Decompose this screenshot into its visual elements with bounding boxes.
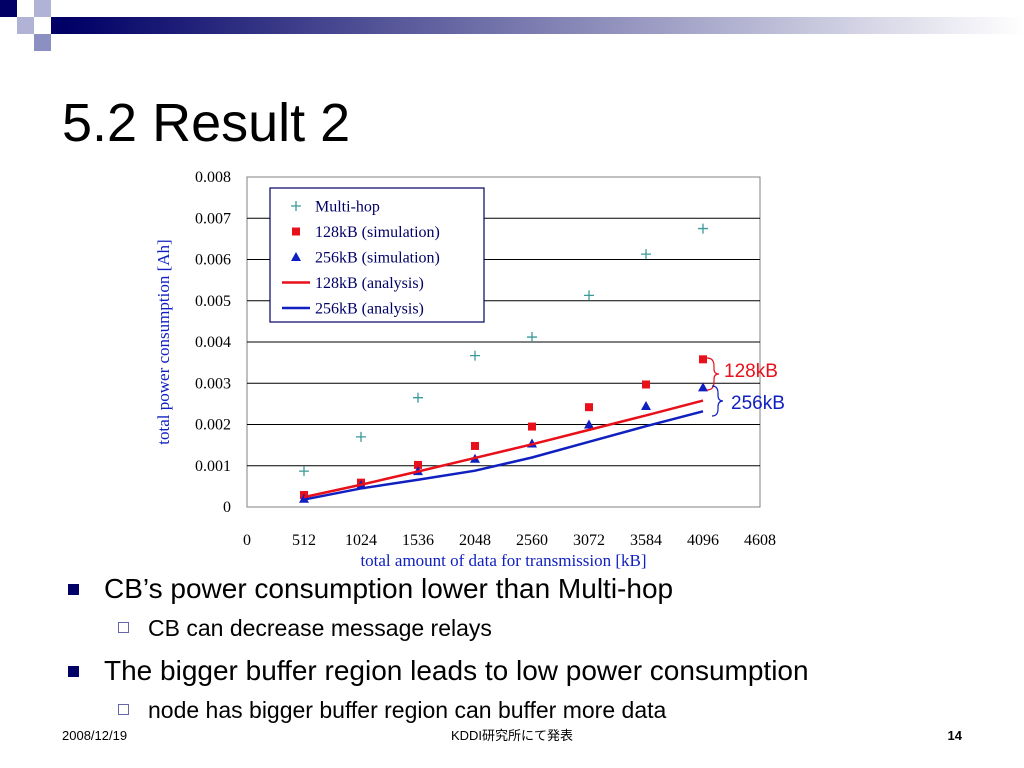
hollow-square-bullet-icon xyxy=(118,622,129,633)
data-point xyxy=(698,382,708,392)
footer-date: 2008/12/19 xyxy=(62,728,128,743)
data-point xyxy=(299,466,309,477)
x-tick-label: 2560 xyxy=(516,532,548,549)
data-point xyxy=(584,290,594,301)
data-point xyxy=(471,441,479,450)
x-tick-label: 4096 xyxy=(687,532,719,549)
slide-title: 5.2 Result 2 xyxy=(62,93,351,153)
data-point xyxy=(413,392,423,403)
x-tick-label: 1024 xyxy=(345,532,377,549)
corner-decoration xyxy=(0,0,1024,51)
x-tick-label: 1536 xyxy=(402,532,434,549)
series-line xyxy=(303,410,704,501)
power-consumption-chart: 0 0.001 0.002 0.003 0.004 0.005 0.006 0.007 0.00… xyxy=(154,169,785,570)
bullet-list: CB’s power consumption lower than Multi-… xyxy=(66,570,1006,734)
sub-bullet-text: node has bigger buffer region can buffer… xyxy=(148,697,667,723)
data-point xyxy=(470,350,480,361)
data-point xyxy=(414,460,422,469)
chart-legend: Multi-hop 128kB (simulation) 256kB (simula… xyxy=(269,187,485,323)
y-tick-label: 0.005 xyxy=(195,293,231,310)
legend-marker xyxy=(292,227,300,236)
bullet-text: The bigger buffer region leads to low po… xyxy=(104,655,809,686)
bullet-item: CB’s power consumption lower than Multi-… xyxy=(66,570,1006,610)
bullet-text: CB’s power consumption lower than Multi-… xyxy=(104,573,674,604)
footer-organization: KDDI研究所にて発表 xyxy=(450,728,574,743)
y-tick-label: 0.006 xyxy=(195,252,231,269)
data-point xyxy=(641,249,651,260)
legend-label: 128kB (analysis) xyxy=(315,275,424,292)
square-bullet-icon xyxy=(68,584,79,595)
y-tick-label: 0.004 xyxy=(195,334,231,351)
data-point xyxy=(356,431,366,442)
legend-label: 256kB (analysis) xyxy=(315,301,424,318)
brace-256kb xyxy=(711,385,724,417)
y-axis-label: total power consumption [Ah] xyxy=(154,239,173,444)
data-point xyxy=(642,380,650,389)
legend-label: 128kB (simulation) xyxy=(315,224,440,241)
x-tick-label: 4608 xyxy=(744,532,776,549)
slide-number: 14 xyxy=(947,728,962,743)
data-point xyxy=(528,422,536,431)
x-tick-label: 0 xyxy=(243,532,251,549)
y-tick-label: 0.003 xyxy=(195,375,231,392)
x-axis-label: total amount of data for transmission [k… xyxy=(360,551,646,570)
x-tick-label: 3584 xyxy=(630,532,662,549)
legend-marker xyxy=(291,252,301,261)
y-tick-label: 0.001 xyxy=(195,458,231,475)
data-point xyxy=(299,493,309,503)
x-tick-label: 2048 xyxy=(459,532,491,549)
sub-bullet-text: CB can decrease message relays xyxy=(148,615,492,641)
series-line xyxy=(303,399,704,499)
x-tick-label: 3072 xyxy=(573,532,605,549)
data-point xyxy=(527,332,537,343)
legend-marker xyxy=(291,201,301,211)
annotation-128kb: 128kB xyxy=(724,361,778,382)
sub-bullet-item: node has bigger buffer region can buffer… xyxy=(66,692,1006,734)
annotation-256kb: 256kB xyxy=(731,393,785,414)
bullet-item: The bigger buffer region leads to low po… xyxy=(66,652,1006,692)
data-point xyxy=(584,419,594,429)
y-tick-label: 0 xyxy=(223,499,231,516)
y-tick-label: 0.002 xyxy=(195,417,231,434)
x-tick-label: 512 xyxy=(292,532,316,549)
sub-bullet-item: CB can decrease message relays xyxy=(66,610,1006,652)
data-point xyxy=(585,403,593,412)
hollow-square-bullet-icon xyxy=(118,704,129,715)
data-point xyxy=(641,400,651,410)
data-point xyxy=(699,355,707,364)
y-tick-label: 0.007 xyxy=(195,210,231,227)
y-tick-label: 0.008 xyxy=(195,169,231,186)
data-point xyxy=(698,223,708,234)
legend-label: 256kB (simulation) xyxy=(315,250,440,267)
square-bullet-icon xyxy=(68,666,79,677)
legend-box xyxy=(269,187,485,323)
brace-128kb xyxy=(706,357,720,391)
legend-label: Multi-hop xyxy=(315,199,380,216)
